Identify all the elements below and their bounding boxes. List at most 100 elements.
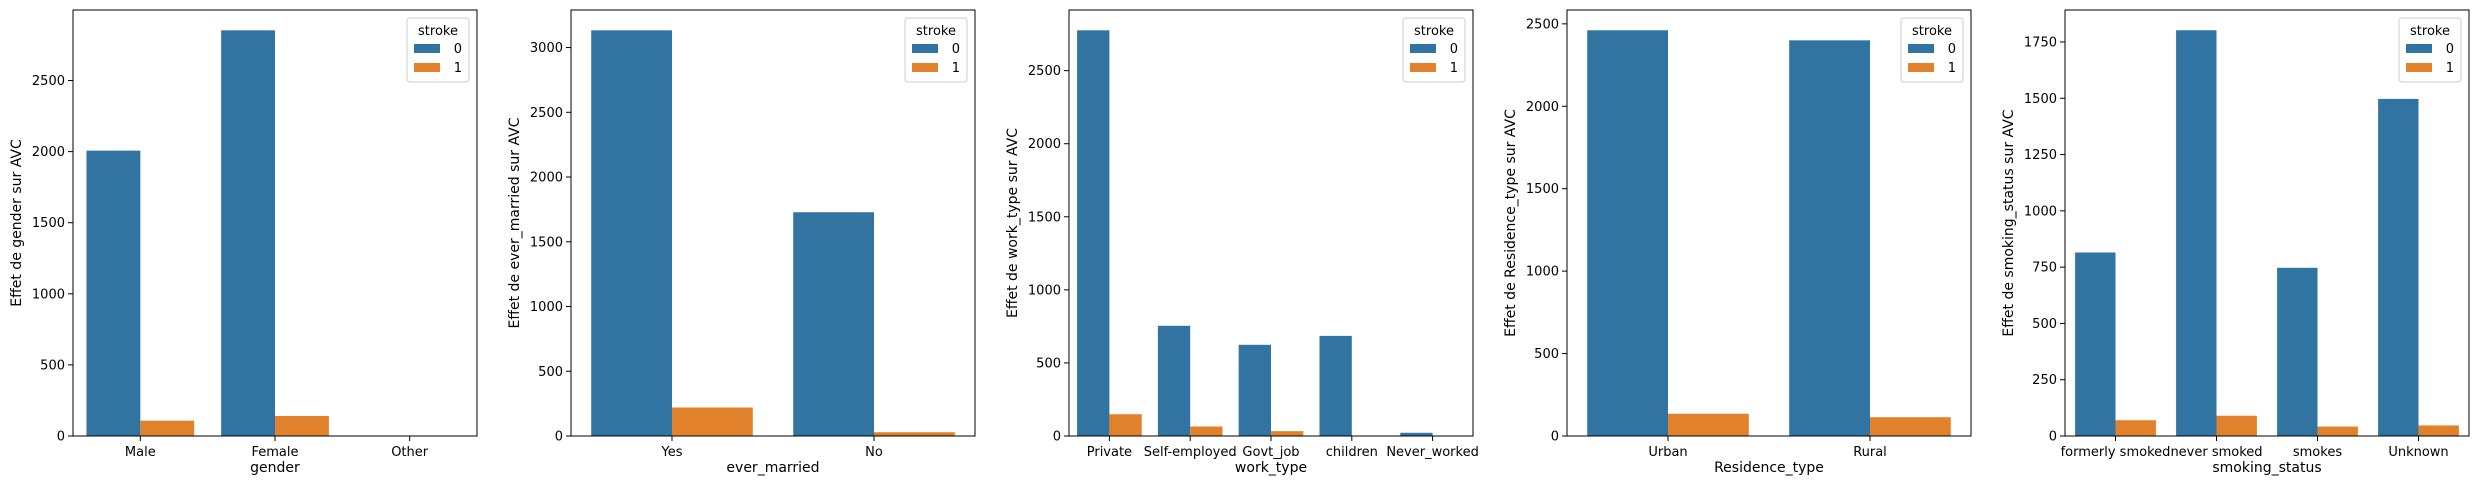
y-axis-label: Effet de Residence_type sur AVC: [1503, 109, 1519, 337]
y-tick-label: 1000: [2024, 204, 2057, 219]
y-tick-label: 0: [1053, 430, 1061, 445]
bar-1-1: [275, 415, 329, 436]
legend: stroke 0 1: [1402, 17, 1466, 83]
bar-1-0: [1668, 413, 1749, 436]
y-tick-label: 1500: [32, 216, 65, 231]
y-tick-label: 1250: [2024, 148, 2057, 163]
legend: stroke 0 1: [904, 17, 968, 83]
y-tick-label: 3000: [530, 41, 563, 56]
legend-entry: 0: [454, 42, 462, 57]
x-axis-label: Residence_type: [1714, 460, 1824, 476]
legend-entry: 0: [1948, 42, 1956, 57]
y-tick-label: 2000: [530, 171, 563, 186]
bar-0-0: [86, 150, 141, 436]
bar-1-3: [2418, 425, 2459, 436]
bar-0-0: [1077, 30, 1110, 437]
bar-0-3: [1319, 335, 1352, 436]
x-axis-label: gender: [250, 460, 300, 476]
y-tick-label: 1000: [32, 287, 65, 302]
legend-swatch-1: [912, 63, 938, 72]
bar-1-0: [672, 407, 753, 436]
y-axis-label: Effet de ever_married sur AVC: [507, 117, 523, 328]
bar-0-3: [2378, 98, 2419, 436]
axes-frame: [2064, 9, 2470, 437]
x-tick-label: Yes: [661, 445, 683, 460]
legend-title: stroke: [1414, 24, 1454, 39]
bar-0-1: [1789, 40, 1870, 436]
bar-0-2: [1238, 344, 1271, 436]
y-tick-label: 500: [40, 358, 65, 373]
y-tick-label: 1750: [2024, 35, 2057, 50]
bar-1-1: [874, 432, 955, 436]
y-tick-label: 0: [57, 430, 65, 445]
legend-swatch-1: [2406, 63, 2432, 72]
legend-entry: 1: [2446, 61, 2454, 76]
bar-0-1: [793, 212, 874, 436]
y-tick-label: 1500: [1526, 182, 1559, 197]
y-tick-label: 1000: [1526, 265, 1559, 280]
bar-1-2: [1271, 431, 1304, 436]
y-tick-label: 1000: [1028, 283, 1061, 298]
chart-panel-3: 0 500 1000 1500 2000 2500 Urban Rural Residence_…: [1503, 9, 1972, 476]
y-tick-label: 1500: [530, 235, 563, 250]
x-tick-label: children: [1326, 445, 1378, 460]
x-axis-label: work_type: [1235, 460, 1307, 476]
y-tick-label: 500: [1036, 356, 1061, 371]
y-tick-label: 2000: [1526, 100, 1559, 115]
axes-frame: [1566, 9, 1972, 437]
x-tick-label: never smoked: [2170, 445, 2262, 460]
x-axis-label: ever_married: [726, 460, 819, 476]
bar-0-2: [2277, 267, 2318, 436]
legend: stroke 0 1: [1900, 17, 1964, 83]
y-axis-label: Effet de work_type sur AVC: [1005, 128, 1021, 318]
legend-entry: 1: [1450, 61, 1458, 76]
bar-0-4: [1400, 432, 1433, 436]
legend-swatch-0: [2406, 44, 2432, 53]
y-tick-label: 0: [555, 430, 563, 445]
y-tick-label: 1500: [2024, 92, 2057, 107]
bar-0-1: [1157, 325, 1191, 436]
axes-frame: [570, 9, 976, 437]
x-tick-label: Female: [251, 445, 298, 460]
bar-1-1: [1870, 417, 1951, 436]
legend-title: stroke: [2410, 24, 2450, 39]
legend: stroke 0 1: [2398, 17, 2462, 83]
legend-title: stroke: [1912, 24, 1952, 39]
legend-entry: 0: [2446, 42, 2454, 57]
x-tick-label: formerly smoked: [2061, 445, 2171, 460]
legend: stroke 0 1: [406, 17, 470, 83]
y-tick-label: 1500: [1028, 210, 1061, 225]
legend-swatch-1: [414, 63, 440, 72]
bar-0-0: [1587, 30, 1668, 437]
legend-entry: 1: [952, 61, 960, 76]
x-axis-label: smoking_status: [2212, 460, 2321, 476]
legend-swatch-0: [912, 44, 938, 53]
bar-1-1: [2216, 415, 2257, 436]
bar-1-0: [1109, 414, 1142, 436]
x-tick-label: Never_worked: [1386, 445, 1479, 460]
y-tick-label: 750: [2032, 261, 2057, 276]
y-axis-label: Effet de gender sur AVC: [9, 139, 25, 307]
bar-0-1: [2176, 30, 2217, 436]
legend-entry: 0: [952, 42, 960, 57]
y-tick-label: 2000: [32, 145, 65, 160]
y-tick-label: 500: [1534, 347, 1559, 362]
legend-entry: 1: [1948, 61, 1956, 76]
bar-1-1: [1190, 426, 1223, 436]
chart-panel-4: 0 250 500 750 1000 1250 1500 1750 formerly smoke…: [2001, 9, 2470, 476]
bar-1-0: [140, 420, 195, 436]
x-tick-label: Urban: [1648, 445, 1687, 460]
y-tick-label: 250: [2032, 373, 2057, 388]
legend-entry: 1: [454, 61, 462, 76]
legend-title: stroke: [916, 24, 956, 39]
x-tick-label: Rural: [1853, 445, 1887, 460]
y-tick-label: 500: [2032, 317, 2057, 332]
x-tick-label: Other: [391, 445, 429, 460]
bar-1-0: [2115, 420, 2156, 436]
y-tick-label: 2500: [1028, 64, 1061, 79]
chart-panel-2: 0 500 1000 1500 2000 2500 Private Self-employed…: [1005, 9, 1479, 476]
legend-swatch-0: [1410, 44, 1436, 53]
legend-swatch-1: [1410, 63, 1436, 72]
legend-swatch-1: [1908, 63, 1934, 72]
